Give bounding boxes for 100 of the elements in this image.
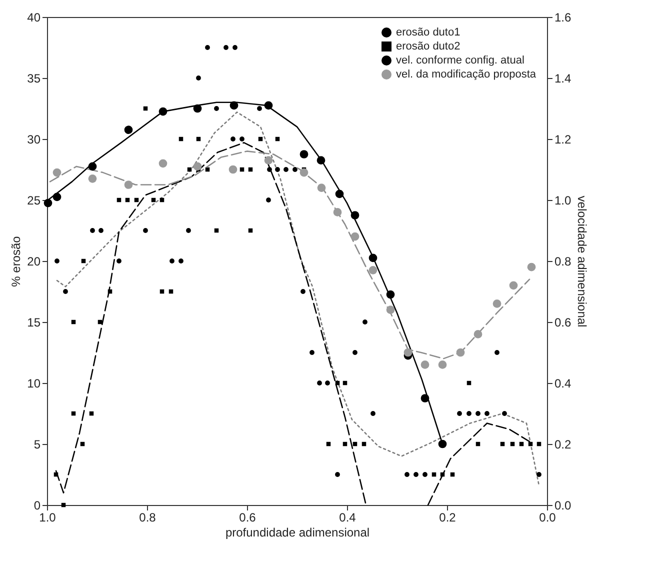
point xyxy=(284,167,288,172)
point xyxy=(350,232,360,241)
point xyxy=(420,394,430,402)
point xyxy=(404,348,412,357)
point xyxy=(456,348,465,357)
point xyxy=(44,198,52,208)
y-tick-label: 35 xyxy=(27,72,41,86)
legend-label: erosão duto2 xyxy=(396,40,460,52)
point xyxy=(98,228,104,233)
x-tick-label: 0.8 xyxy=(139,510,156,524)
y-tick-label: 0 xyxy=(34,498,41,512)
point xyxy=(476,411,480,416)
point xyxy=(224,45,228,50)
point xyxy=(52,192,62,202)
x-axis-title: profundidade adimensional xyxy=(225,526,370,540)
point xyxy=(325,380,330,386)
y2-tick-label: 0.6 xyxy=(554,316,572,330)
point xyxy=(264,101,273,110)
point xyxy=(230,136,236,142)
point xyxy=(317,184,326,192)
y-tick-label: 5 xyxy=(34,438,41,452)
point xyxy=(170,258,174,264)
x-tick-label: 1.0 xyxy=(39,510,56,524)
point xyxy=(124,126,133,134)
point xyxy=(438,440,447,448)
y2-axis-title: velocidade adimensional xyxy=(575,196,590,328)
point xyxy=(404,472,410,477)
point xyxy=(420,360,430,369)
point xyxy=(88,174,97,183)
point xyxy=(63,289,68,294)
y2-tick-label: 0.0 xyxy=(554,498,572,512)
point xyxy=(193,162,202,171)
legend-label: vel. conforme config. atual xyxy=(396,54,524,66)
point xyxy=(362,320,368,324)
point xyxy=(158,159,168,168)
point xyxy=(214,106,219,111)
x-tick-label: 0.2 xyxy=(439,510,456,524)
point xyxy=(316,156,326,165)
point xyxy=(257,106,262,111)
point xyxy=(228,165,238,174)
point xyxy=(275,167,280,172)
legend-label: vel. da modificação proposta xyxy=(396,68,537,80)
point xyxy=(527,262,536,272)
y2-tick-label: 0.2 xyxy=(554,438,572,452)
point xyxy=(438,360,447,369)
point xyxy=(178,258,184,264)
x-tick-label: 0.4 xyxy=(339,510,356,524)
y2-tick-label: 1.6 xyxy=(554,10,572,24)
y2-tick-label: 1.2 xyxy=(554,132,572,146)
point xyxy=(386,290,395,299)
point xyxy=(300,168,308,177)
point xyxy=(335,190,344,198)
point xyxy=(333,208,342,216)
y2-tick-label: 0.4 xyxy=(554,376,572,390)
point xyxy=(502,411,507,416)
point xyxy=(124,180,133,189)
y-tick-label: 10 xyxy=(27,376,41,390)
legend-label: erosão duto1 xyxy=(396,26,460,38)
point xyxy=(300,150,308,158)
point xyxy=(492,300,502,308)
point xyxy=(484,411,490,416)
point xyxy=(300,289,306,294)
point xyxy=(414,472,418,477)
point xyxy=(193,104,202,113)
point xyxy=(205,45,210,50)
point xyxy=(350,211,360,220)
point xyxy=(292,167,298,172)
y-tick-label: 40 xyxy=(27,10,41,24)
point xyxy=(196,76,201,80)
y-tick-label: 30 xyxy=(27,132,41,146)
y2-tick-label: 1.0 xyxy=(554,194,572,208)
y-tick-label: 20 xyxy=(27,254,41,268)
point xyxy=(335,472,340,477)
y-tick-label: 25 xyxy=(27,194,41,208)
line-series xyxy=(49,150,530,360)
point xyxy=(317,380,322,386)
y-axis-title: % erosão xyxy=(9,236,24,287)
y-tick-label: 15 xyxy=(27,316,41,330)
point xyxy=(466,411,472,416)
point xyxy=(264,156,273,165)
point xyxy=(386,306,395,314)
point xyxy=(90,228,95,233)
point xyxy=(509,281,518,290)
point xyxy=(457,411,462,416)
point xyxy=(352,350,358,355)
point xyxy=(52,168,62,177)
point xyxy=(158,107,168,116)
point xyxy=(266,198,271,202)
point xyxy=(54,258,60,264)
y2-tick-label: 0.8 xyxy=(554,254,572,268)
point xyxy=(422,472,428,477)
point xyxy=(370,411,376,416)
point xyxy=(186,228,191,233)
x-tick-label: 0.0 xyxy=(539,510,556,524)
y2-tick-label: 1.4 xyxy=(554,72,572,86)
point xyxy=(474,330,482,338)
point xyxy=(230,101,238,110)
point xyxy=(240,136,244,142)
point xyxy=(494,350,500,355)
point xyxy=(368,254,378,262)
